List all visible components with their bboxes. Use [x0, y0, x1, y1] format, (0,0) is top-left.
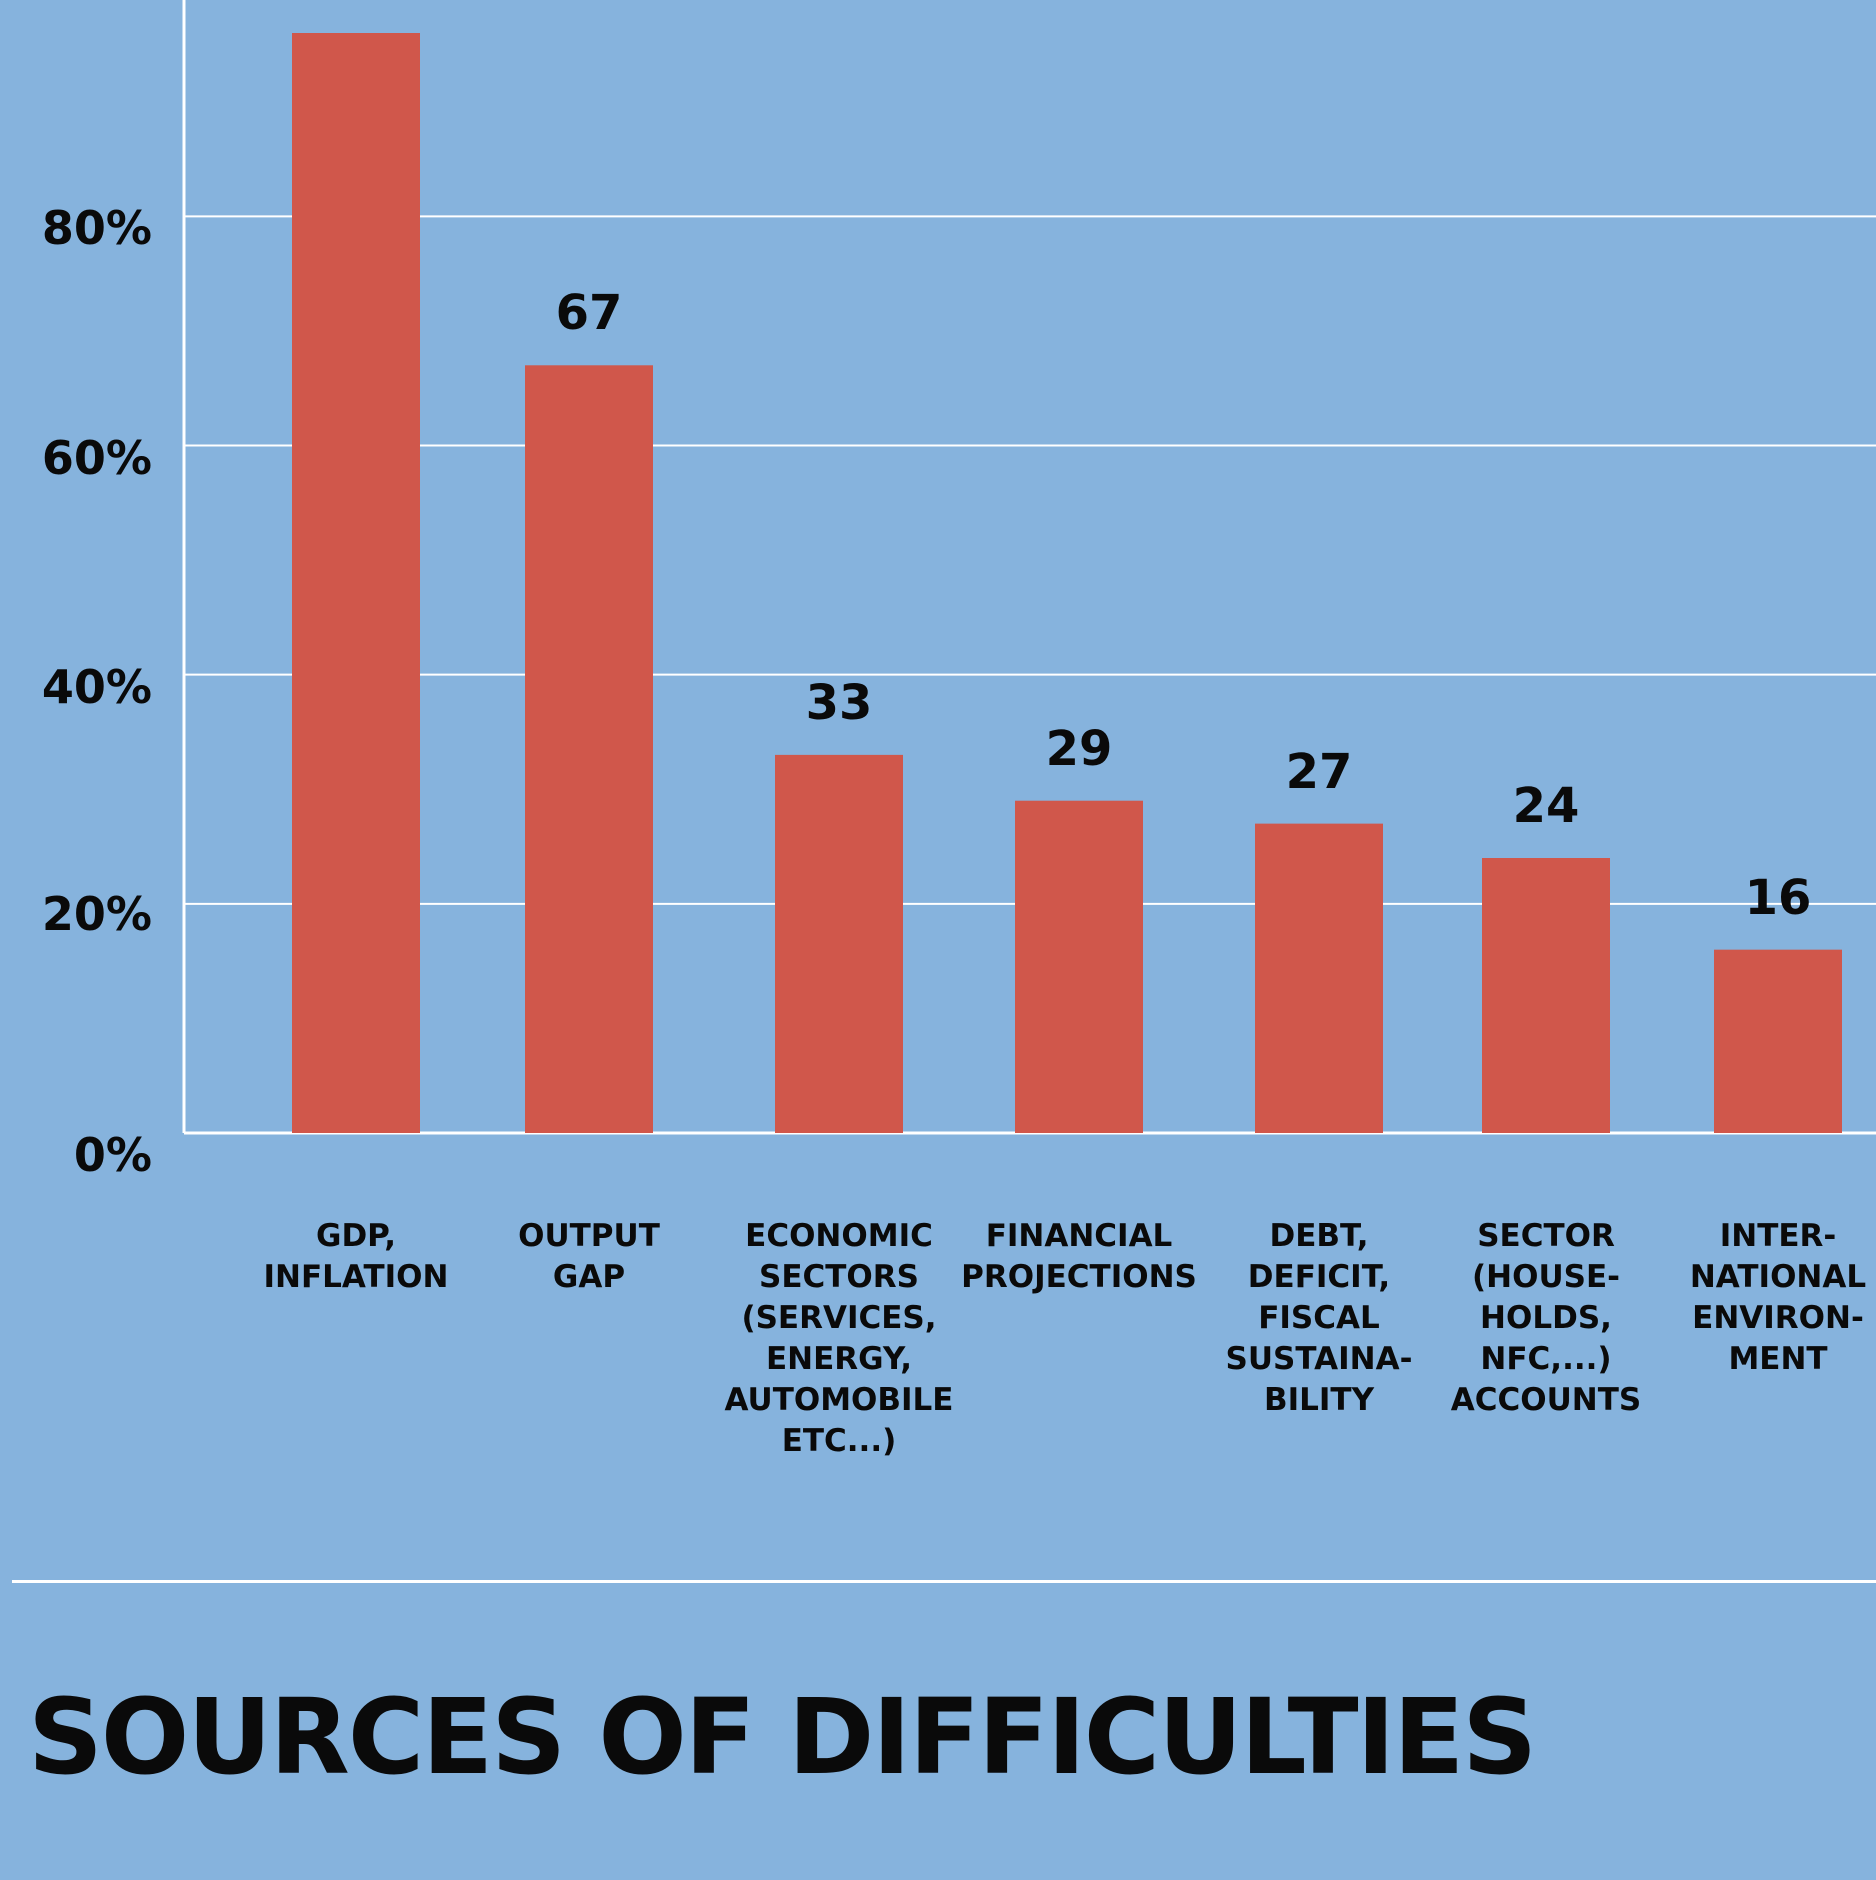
- category-label-line: DEBT,: [1269, 1218, 1369, 1254]
- category-label-line: OUTPUT: [518, 1218, 660, 1254]
- bar-chart: [182, 0, 1876, 1135]
- category-label: GDP, INFLATION: [231, 1216, 481, 1298]
- bars: [292, 33, 1842, 1134]
- data-label: 16: [1744, 869, 1812, 926]
- data-label: 24: [1512, 778, 1580, 834]
- category-label-line: AUTOMOBILE: [724, 1382, 954, 1418]
- bar-7: [1714, 949, 1842, 1133]
- category-label-line: (HOUSE-: [1471, 1259, 1620, 1295]
- category-label-line: FINANCIAL: [985, 1218, 1173, 1254]
- category-label: FINANCIAL PROJECTIONS: [954, 1216, 1204, 1298]
- category-label-line: PROJECTIONS: [961, 1259, 1197, 1295]
- category-label-line: GAP: [552, 1259, 626, 1295]
- data-label: 29: [1045, 720, 1113, 777]
- category-label: OUTPUT GAP: [464, 1216, 714, 1298]
- data-label: 27: [1285, 743, 1353, 800]
- category-label-line: NATIONAL: [1689, 1259, 1867, 1295]
- bar-3: [775, 754, 903, 1133]
- bar-2: [525, 365, 653, 1134]
- y-tick-label: 40%: [41, 659, 152, 714]
- category-label-line: ENVIRON-: [1692, 1300, 1864, 1336]
- y-tick-label: 20%: [41, 886, 152, 941]
- bar-4: [1015, 800, 1143, 1133]
- category-label-line: HOLDS,: [1480, 1300, 1612, 1336]
- chart-title: SOURCES OF DIFFICULTIES: [28, 1676, 1537, 1798]
- category-label-line: ENERGY,: [765, 1341, 913, 1377]
- bar-6: [1482, 858, 1610, 1133]
- divider-line: [12, 1580, 1876, 1583]
- y-tick-label: 0%: [73, 1128, 152, 1182]
- category-label-line: NFC,...): [1480, 1341, 1612, 1377]
- category-label-line: BILITY: [1263, 1382, 1375, 1418]
- category-label-line: ECONOMIC: [745, 1218, 933, 1254]
- category-label-line: DEFICIT,: [1247, 1259, 1391, 1295]
- category-label-line: ACCOUNTS: [1450, 1382, 1642, 1418]
- category-label: INTER- NATIONAL ENVIRON- MENT: [1653, 1216, 1876, 1380]
- data-label: 33: [805, 674, 873, 731]
- category-label-line: SECTORS: [759, 1259, 919, 1295]
- bar-5: [1255, 823, 1383, 1133]
- bar-1: [292, 33, 420, 1133]
- y-tick-label: 80%: [41, 201, 152, 256]
- category-label-line: INTER-: [1719, 1218, 1837, 1254]
- category-label-line: MENT: [1728, 1341, 1828, 1377]
- data-label: 67: [555, 285, 623, 342]
- category-label-line: SECTOR: [1477, 1218, 1615, 1254]
- category-label-line: GDP,: [316, 1218, 396, 1254]
- category-label-line: SUSTAINA-: [1225, 1341, 1413, 1377]
- category-label-line: ETC...): [781, 1423, 897, 1459]
- category-label: ECONOMIC SECTORS (SERVICES, ENERGY, AUTOMOBI…: [714, 1216, 964, 1462]
- y-tick-label: 60%: [41, 430, 152, 485]
- category-label: SECTOR (HOUSE- HOLDS, NFC,...) ACCOUNTS: [1421, 1216, 1671, 1421]
- category-label-line: FISCAL: [1258, 1300, 1380, 1336]
- category-label-line: INFLATION: [263, 1259, 449, 1295]
- category-label-line: (SERVICES,: [741, 1300, 937, 1336]
- category-label: DEBT, DEFICIT, FISCAL SUSTAINA- BILITY: [1194, 1216, 1444, 1421]
